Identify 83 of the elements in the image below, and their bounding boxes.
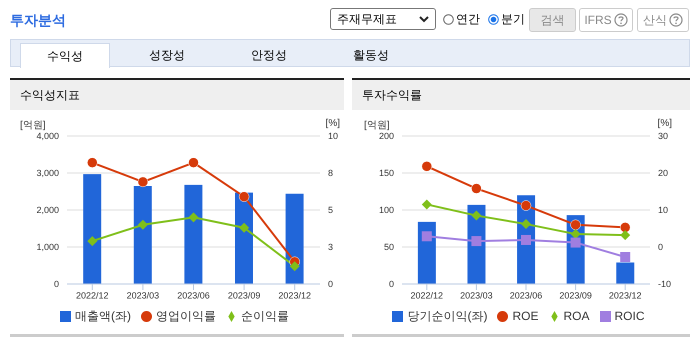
point (87, 236, 98, 246)
legend-label: 순이익률 (241, 309, 289, 323)
text: 검색 (529, 8, 576, 32)
point (238, 191, 250, 202)
text: 주재무제표 (337, 10, 397, 28)
point (138, 220, 148, 230)
text: 수익성 (20, 43, 110, 68)
point (471, 183, 482, 194)
chart-title: 투자수익률 (352, 78, 690, 110)
point (239, 222, 250, 233)
text: 활동성 (352, 47, 390, 64)
point (520, 200, 532, 211)
y-tick-label: 200 (378, 131, 394, 142)
y-axis-title: [억원] (364, 119, 390, 132)
bar (286, 194, 304, 284)
point (471, 236, 482, 246)
y-axis-title: [억원] (20, 119, 46, 132)
y2-tick-label: -10 (658, 279, 672, 290)
text: 연간 (456, 11, 480, 28)
point (620, 230, 630, 240)
y2-tick-label: 20 (658, 168, 668, 178)
y2-tick-label: 3 (328, 242, 334, 252)
point (521, 219, 531, 230)
x-tick-label: 2023/12 (608, 290, 642, 300)
y-tick-label: 0 (388, 279, 394, 290)
text: 안정성 (250, 47, 288, 64)
text: IFRS (584, 13, 612, 27)
point (471, 210, 482, 221)
text: 산식 (643, 12, 667, 28)
x-tick-label: 2023/03 (126, 290, 160, 300)
y2-tick-label: 5 (328, 205, 334, 216)
point (87, 157, 98, 168)
y-tick-label: 4,000 (36, 131, 59, 142)
y2-tick-label: 10 (328, 131, 338, 142)
x-tick-label: 2023/09 (559, 290, 592, 300)
bar (134, 186, 152, 284)
y-tick-label: 2,000 (36, 205, 59, 216)
x-tick-label: 2023/09 (228, 290, 260, 300)
y2-tick-label: 0 (328, 279, 334, 290)
point (620, 222, 630, 233)
point (570, 220, 581, 230)
y2-tick-label: 10 (658, 205, 668, 216)
x-tick-label: 2023/12 (278, 290, 311, 300)
bar (616, 262, 634, 284)
point (290, 261, 300, 272)
point (620, 252, 630, 262)
legend-label: 당기순이익(좌) (407, 309, 488, 323)
point (422, 199, 432, 210)
y-tick-label: 150 (378, 168, 394, 178)
legend-label: ROIC (614, 309, 645, 323)
y2-tick-label: 30 (658, 131, 668, 142)
y-tick-label: 1,000 (36, 242, 59, 252)
y2-tick-label: 0 (658, 242, 664, 252)
point (422, 161, 432, 172)
y2-tick-label: 8 (328, 168, 334, 178)
x-tick-label: 2023/06 (177, 290, 210, 300)
legend-label: 매출액(좌) (75, 309, 131, 323)
x-tick-label: 2022/12 (410, 290, 444, 300)
x-tick-label: 2022/12 (76, 290, 109, 300)
x-tick-label: 2023/06 (510, 290, 542, 300)
point (570, 238, 581, 248)
y-tick-label: 50 (384, 242, 394, 252)
x-tick-label: 2023/03 (460, 290, 493, 300)
y2-axis-title: [%] (658, 118, 672, 129)
point (570, 229, 581, 240)
point (138, 176, 148, 188)
bar (184, 184, 202, 284)
y2-axis-title: [%] (326, 118, 340, 129)
legend-label: ROA (564, 309, 590, 323)
point (188, 157, 199, 168)
chart-title: 수익성지표 (10, 78, 344, 110)
point (521, 234, 531, 245)
text: 투자분석 (10, 12, 66, 30)
point (188, 212, 198, 222)
legend-label: 영업이익률 (156, 309, 216, 323)
text: 분기 (501, 11, 525, 28)
y-tick-label: 100 (378, 205, 394, 216)
point (422, 231, 432, 242)
text: 성장성 (148, 47, 186, 64)
y-tick-label: 0 (54, 279, 59, 290)
y-tick-label: 3,000 (36, 168, 59, 178)
legend-label: ROE (512, 309, 538, 323)
bar (83, 174, 102, 284)
